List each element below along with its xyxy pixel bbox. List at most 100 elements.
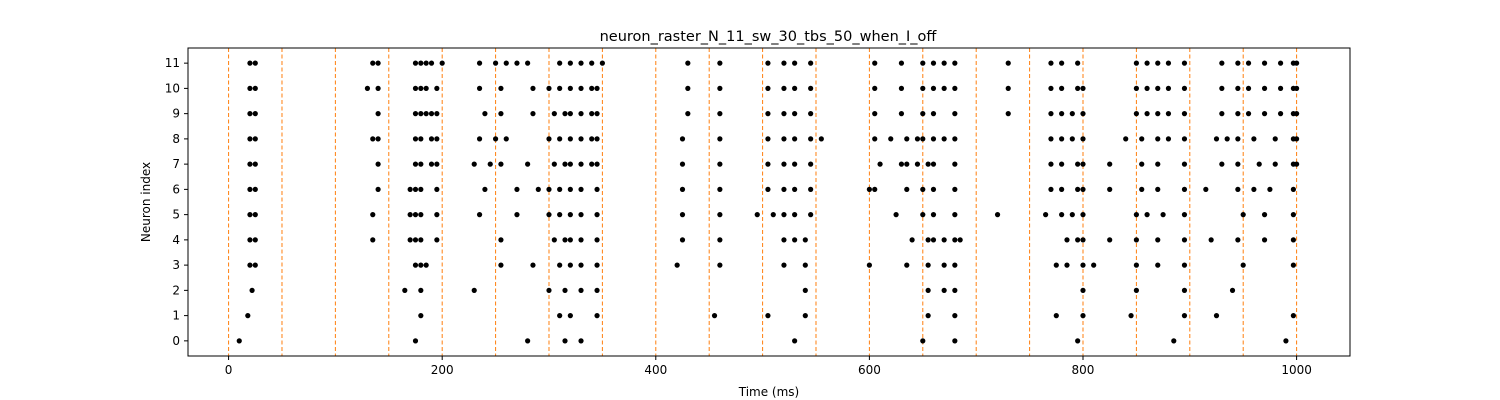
spike-n4-t135 <box>370 237 376 243</box>
spike-n11-t545 <box>808 60 814 66</box>
spike-n9-t530 <box>792 111 798 117</box>
spike-n5-t320 <box>567 212 573 218</box>
spike-n6-t997 <box>1290 186 1296 192</box>
spike-n7-t870 <box>1155 161 1161 167</box>
spike-n0-t175 <box>412 338 419 344</box>
spike-n11-t730 <box>1005 60 1011 66</box>
spike-n0-t795 <box>1075 338 1081 344</box>
spike-n10-t770 <box>1048 85 1054 91</box>
spike-n6-t195 <box>434 186 440 192</box>
spike-n8-t250 <box>492 136 499 142</box>
spike-n4-t655 <box>925 237 931 243</box>
spike-n5-t180 <box>418 212 424 218</box>
spike-n8-t555 <box>818 136 824 142</box>
spike-n8-t680 <box>952 136 958 142</box>
spike-n7-t190 <box>428 161 435 167</box>
spike-n8-t175 <box>412 136 419 142</box>
spike-n2-t670 <box>941 287 947 293</box>
spike-n11-t310 <box>557 60 563 66</box>
spike-n9-t345 <box>594 111 600 117</box>
spike-n7-t545 <box>808 161 814 167</box>
spike-n9-t195 <box>434 111 440 117</box>
spike-n5-t495 <box>754 212 760 218</box>
spike-n8-t260 <box>503 136 509 142</box>
spike-n5-t460 <box>717 212 723 218</box>
spike-n11-t770 <box>1048 60 1054 66</box>
spike-n4-t25 <box>252 237 258 243</box>
spike-n5-t680 <box>952 212 958 218</box>
spike-n5-t520 <box>781 212 787 218</box>
spike-n10-t730 <box>1005 85 1011 91</box>
spike-n9-t460 <box>717 111 723 117</box>
spike-n6-t460 <box>717 186 723 192</box>
spike-n11-t270 <box>514 60 520 66</box>
spike-n9-t895 <box>1181 111 1188 117</box>
y-tick-label-2: 2 <box>172 283 180 297</box>
spike-n4-t680 <box>952 237 958 243</box>
spike-n2-t330 <box>578 287 584 293</box>
spike-n6-t770 <box>1048 186 1054 192</box>
spike-n7-t945 <box>1235 161 1241 167</box>
spike-n2-t180 <box>418 287 424 293</box>
spike-n7-t825 <box>1107 161 1113 167</box>
spike-n10-t505 <box>765 85 771 91</box>
spike-n8-t530 <box>792 136 798 142</box>
spike-n8-t195 <box>434 136 440 142</box>
spike-n0-t315 <box>562 338 568 344</box>
spike-n11-t340 <box>589 60 595 66</box>
spike-n7-t20 <box>247 161 253 167</box>
spike-n4-t320 <box>567 237 573 243</box>
spike-n5-t235 <box>476 212 483 218</box>
spike-n4-t870 <box>1155 237 1161 243</box>
spike-n4-t425 <box>679 237 686 243</box>
spike-n8-t840 <box>1123 136 1129 142</box>
y-axis-ticks: 0 1 2 3 4 5 6 7 8 9 10 11 <box>165 56 188 348</box>
spike-n1-t680 <box>952 313 958 319</box>
spike-n9-t340 <box>589 111 595 117</box>
spike-n9-t180 <box>418 111 424 117</box>
spike-n11-t780 <box>1059 60 1065 66</box>
spike-n8-t925 <box>1213 136 1220 142</box>
spike-n11-t135 <box>370 60 376 66</box>
spike-n11-t330 <box>578 60 584 66</box>
spike-n9-t140 <box>375 111 381 117</box>
spike-n8-t645 <box>914 136 921 142</box>
spike-n7-t635 <box>904 161 910 167</box>
spike-n0-t990 <box>1283 338 1289 344</box>
spike-n5-t860 <box>1144 212 1150 218</box>
spike-n3-t175 <box>412 262 419 268</box>
spike-n1-t180 <box>418 313 424 319</box>
y-tick-label-5: 5 <box>172 208 180 222</box>
spike-n10-t130 <box>364 85 371 91</box>
spike-n0-t530 <box>792 338 798 344</box>
spike-n9-t1000 <box>1293 111 1300 117</box>
spike-n6-t330 <box>578 186 584 192</box>
spike-n7-t140 <box>375 161 381 167</box>
spike-n8-t135 <box>370 136 376 142</box>
spike-n4-t315 <box>562 237 568 243</box>
spike-n2-t800 <box>1080 287 1086 293</box>
spike-n11-t530 <box>792 60 798 66</box>
x-tick-label-200: 200 <box>431 363 454 377</box>
spike-n9-t285 <box>530 111 536 117</box>
y-tick-label-6: 6 <box>172 182 180 196</box>
spike-n10-t945 <box>1235 85 1241 91</box>
spike-n5-t800 <box>1080 212 1086 218</box>
spike-n9-t850 <box>1133 111 1139 117</box>
spike-n8-t300 <box>546 136 552 142</box>
spike-n6-t175 <box>412 186 419 192</box>
spike-n7-t680 <box>952 161 958 167</box>
spike-n4-t785 <box>1064 237 1070 243</box>
spike-n10-t970 <box>1261 85 1268 91</box>
spike-n5-t310 <box>557 212 563 218</box>
spike-n11-t250 <box>492 60 499 66</box>
spike-n3-t185 <box>423 262 429 268</box>
spike-n3-t670 <box>941 262 947 268</box>
spike-n4-t530 <box>792 237 798 243</box>
spike-n10-t545 <box>808 85 814 91</box>
spike-n6-t945 <box>1235 186 1241 192</box>
spike-n1-t895 <box>1181 313 1188 319</box>
spike-n11-t795 <box>1075 60 1081 66</box>
spike-n6-t425 <box>679 186 686 192</box>
